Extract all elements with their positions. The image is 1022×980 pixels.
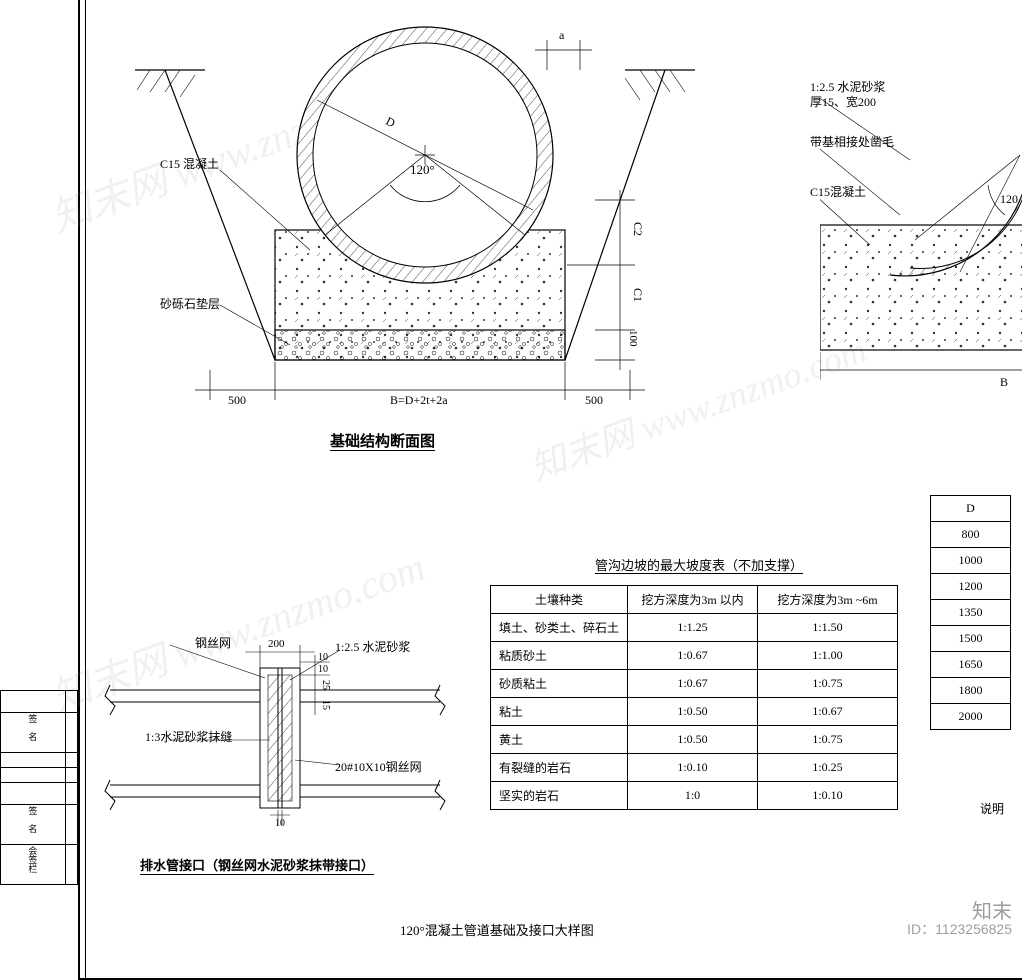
table-row: 1800 <box>931 678 1011 704</box>
dim-B-r: B <box>1000 375 1008 390</box>
label-c15: C15 混凝土 <box>160 155 219 172</box>
label-gravel: 砂砾石垫层 <box>160 295 220 312</box>
table-cell: 1:0.75 <box>758 726 898 754</box>
table-cell: 黄土 <box>491 726 628 754</box>
table-cell: 1:0.10 <box>628 754 758 782</box>
label-mortar-sub: 厚15、宽200 <box>810 93 876 110</box>
label-angle: 120° <box>410 162 435 178</box>
col-soil: 土壤种类 <box>491 586 628 614</box>
dim-c2: C2 <box>630 222 645 236</box>
table-row: 粘土1:0.501:0.67 <box>491 698 898 726</box>
dim-c1: C1 <box>630 288 645 302</box>
table-cell: 1:0.67 <box>758 698 898 726</box>
joint-title: 排水管接口（钢丝网水泥砂浆抹带接口） <box>140 855 374 874</box>
table-cell: 1:0.67 <box>628 642 758 670</box>
table-cell: 2000 <box>931 704 1011 730</box>
table-row: 有裂缝的岩石1:0.101:0.25 <box>491 754 898 782</box>
slope-table: 土壤种类 挖方深度为3m 以内 挖方深度为3m ~6m 填土、砂类土、碎石土1:… <box>490 585 898 810</box>
dim-200: 200 <box>268 638 285 650</box>
table-cell: 粘土 <box>491 698 628 726</box>
label-angle-r: 120 <box>1000 192 1018 207</box>
dim-10a: 10 <box>318 652 328 663</box>
table-cell: 1:0.10 <box>758 782 898 810</box>
slope-table-title: 管沟边坡的最大坡度表（不加支撑） <box>595 555 803 574</box>
table-row: 1500 <box>931 626 1011 652</box>
d-header: D <box>931 496 1011 522</box>
label-mesh-spec: 20#10X10钢丝网 <box>335 758 422 775</box>
col-3-6m: 挖方深度为3m ~6m <box>758 586 898 614</box>
dim-100: 100 <box>627 330 639 347</box>
table-row: 填土、砂类土、碎石土1:1.251:1.50 <box>491 614 898 642</box>
table-cell: 1:1.00 <box>758 642 898 670</box>
table-row: 粘质砂土1:0.671:1.00 <box>491 642 898 670</box>
sheet-title: 120°混凝土管道基础及接口大样图 <box>400 920 594 939</box>
table-cell: 填土、砂类土、碎石土 <box>491 614 628 642</box>
dim-500-left: 500 <box>228 393 246 408</box>
table-row: 1200 <box>931 574 1011 600</box>
table-cell: 1:0.50 <box>628 698 758 726</box>
table-cell: 1500 <box>931 626 1011 652</box>
table-cell: 1800 <box>931 678 1011 704</box>
table-cell: 1350 <box>931 600 1011 626</box>
table-cell: 1:0.25 <box>758 754 898 782</box>
dim-25: 25 <box>320 680 331 690</box>
table-cell: 1:0.50 <box>628 726 758 754</box>
table-row: 黄土1:0.501:0.75 <box>491 726 898 754</box>
table-row: 1350 <box>931 600 1011 626</box>
table-row: 砂质粘土1:0.671:0.75 <box>491 670 898 698</box>
table-cell: 1:1.50 <box>758 614 898 642</box>
table-cell: 1000 <box>931 548 1011 574</box>
table-cell: 1:0.75 <box>758 670 898 698</box>
table-row: 1650 <box>931 652 1011 678</box>
table-cell: 粘质砂土 <box>491 642 628 670</box>
table-row: 1000 <box>931 548 1011 574</box>
title-block: 签 名 签 名 会签栏 <box>0 690 78 885</box>
credit-id: ID：1123256825 <box>907 919 1012 939</box>
label-mortar13: 1:3水泥砂浆抹缝 <box>145 728 232 745</box>
label-roughen: 带基相接处凿毛 <box>810 133 894 150</box>
table-cell: 800 <box>931 522 1011 548</box>
table-row: 2000 <box>931 704 1011 730</box>
table-row: 坚实的岩石1:01:0.10 <box>491 782 898 810</box>
dim-15: 15 <box>320 700 331 710</box>
dim-10b: 10 <box>318 664 328 675</box>
table-cell: 坚实的岩石 <box>491 782 628 810</box>
table-cell: 1:0.67 <box>628 670 758 698</box>
label-a: a <box>559 28 564 43</box>
col-3m: 挖方深度为3m 以内 <box>628 586 758 614</box>
label-mortar125: 1:2.5 水泥砂浆 <box>335 638 410 655</box>
label-c15-r: C15混凝土 <box>810 183 866 200</box>
table-cell: 有裂缝的岩石 <box>491 754 628 782</box>
d-table-note: 说明 <box>980 800 1004 817</box>
table-cell: 1200 <box>931 574 1011 600</box>
table-cell: 1650 <box>931 652 1011 678</box>
dim-10c: 10 <box>275 818 285 829</box>
d-table: D 8001000120013501500165018002000 <box>930 495 1011 730</box>
dim-500-right: 500 <box>585 393 603 408</box>
table-cell: 1:1.25 <box>628 614 758 642</box>
dim-B: B=D+2t+2a <box>390 393 448 408</box>
cross-section-title: 基础结构断面图 <box>330 430 435 451</box>
label-wire-mesh: 钢丝网 <box>195 634 231 651</box>
table-row: 800 <box>931 522 1011 548</box>
table-cell: 1:0 <box>628 782 758 810</box>
table-cell: 砂质粘土 <box>491 670 628 698</box>
